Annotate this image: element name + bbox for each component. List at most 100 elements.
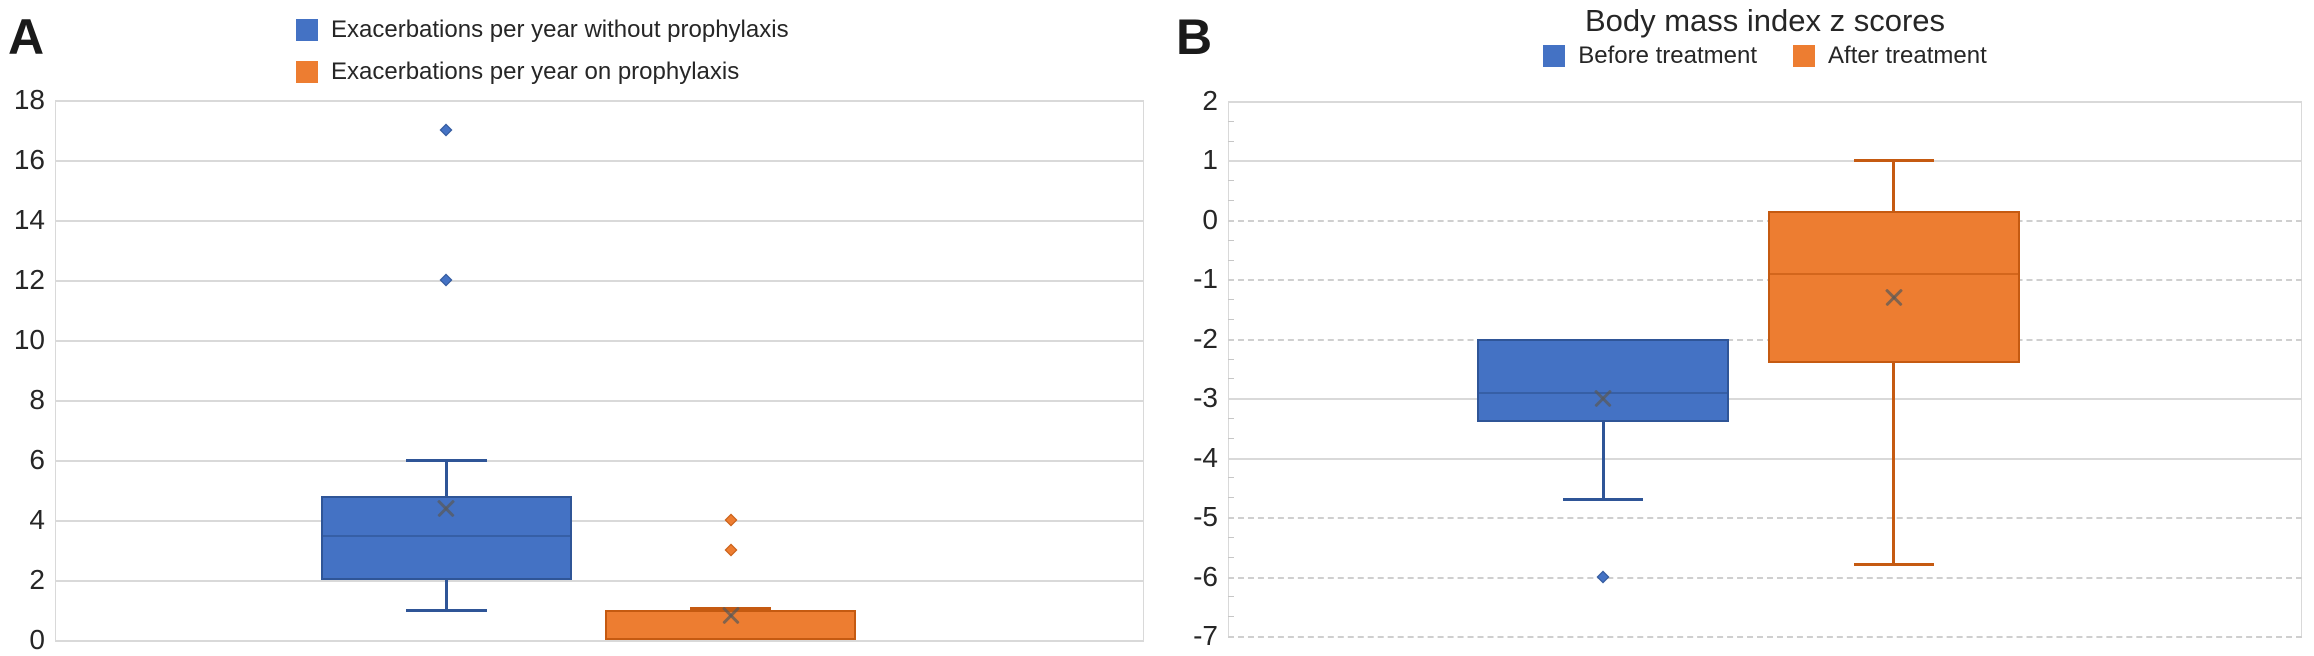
median-line (1768, 273, 2020, 276)
y-minor-tick (1228, 299, 1234, 301)
whisker-high-cap (690, 607, 771, 610)
whisker-high-line (444, 460, 448, 496)
y-tick-label: 0 (29, 624, 45, 655)
legend-swatch-orange (1793, 44, 1816, 67)
gridline-y-1 (1228, 160, 2302, 163)
y-minor-tick (1228, 239, 1234, 241)
y-tick-label: 12 (13, 264, 45, 295)
y-minor-tick (1228, 378, 1234, 380)
box-blue (1477, 338, 1729, 422)
outlier-point (440, 273, 453, 287)
legend-item-on-prophylaxis: Exacerbations per year on prophylaxis (296, 56, 789, 87)
y-tick-label: -4 (1193, 441, 1218, 473)
whisker-high-cap (1853, 158, 1935, 162)
legend-label: After treatment (1828, 42, 1987, 69)
y-tick-label: 1 (1202, 144, 1218, 176)
median-line (604, 610, 856, 612)
y-tick-label: 6 (29, 444, 45, 475)
y-minor-tick (1228, 120, 1234, 122)
gridline-y--4 (1228, 457, 2302, 460)
y-minor-tick (1228, 140, 1234, 142)
gridline-y--3 (1228, 398, 2302, 401)
gridline-y-12 (55, 280, 1144, 282)
plot-right-border (1143, 100, 1144, 640)
plot-left-border (55, 100, 56, 640)
gridline-y-10 (55, 340, 1144, 342)
panel-b-plot: 2 1 0 -1 -2 -3 -4 -5 -6 -7 (1193, 87, 2302, 650)
gridline-y--5 (1228, 517, 2302, 520)
y-minor-tick (1228, 616, 1234, 618)
y-tick-label: 16 (13, 144, 45, 175)
outlier-point (1596, 570, 1610, 583)
gridline-y-18 (55, 100, 1144, 102)
panel-a-label: A (8, 9, 45, 65)
legend-item-without-prophylaxis: Exacerbations per year without prophylax… (296, 14, 789, 45)
whisker-low-cap (406, 608, 487, 612)
whisker-high-cap (406, 458, 487, 462)
y-minor-tick (1228, 200, 1234, 202)
y-tick-label: 0 (1202, 203, 1218, 235)
whisker-low-line (1892, 362, 1896, 565)
y-minor-tick (1228, 556, 1234, 558)
mean-marker (435, 497, 457, 519)
y-minor-tick (1228, 536, 1234, 538)
median-line (320, 535, 572, 537)
mean-marker (1592, 387, 1614, 409)
mean-marker (720, 604, 742, 626)
y-tick-label: 4 (29, 504, 45, 535)
gridline-y-14 (55, 220, 1144, 222)
plot-right-border (2301, 101, 2302, 636)
y-tick-label: 18 (13, 84, 45, 115)
y-tick-label: -2 (1193, 322, 1218, 354)
gridline-y-4 (55, 520, 1144, 522)
gridline-y-2 (1228, 101, 2302, 103)
y-tick-label: -1 (1193, 263, 1218, 295)
legend-swatch-orange (296, 60, 318, 83)
y-minor-tick (1228, 180, 1234, 182)
gridline-y-6 (55, 460, 1144, 462)
legend-label: Exacerbations per year without prophylax… (331, 16, 789, 43)
outlier-point (440, 123, 453, 137)
legend-label: Exacerbations per year on prophylaxis (331, 58, 740, 86)
gridline-y--7 (1228, 636, 2302, 638)
panel-b-label: B (1176, 9, 1213, 65)
y-minor-tick (1228, 497, 1234, 499)
legend-swatch-blue (296, 18, 318, 41)
gridline-y-8 (55, 400, 1144, 402)
y-tick-label: 8 (29, 384, 45, 415)
y-tick-label: 14 (13, 204, 45, 235)
panel-a-legend: Exacerbations per year without prophylax… (296, 14, 789, 87)
outlier-point (724, 513, 737, 527)
whisker-low-line (1601, 422, 1605, 500)
gridline-y--2 (1228, 338, 2302, 341)
plot-left-border (1228, 101, 1229, 636)
median-line (1477, 392, 1729, 395)
y-minor-tick (1228, 318, 1234, 320)
gridline-y-16 (55, 160, 1144, 162)
legend-label: Before treatment (1578, 42, 1758, 69)
whisker-low-cap (1562, 497, 1644, 501)
legend-item-after-treatment: After treatment (1793, 40, 1987, 71)
gridline-y--6 (1228, 576, 2302, 579)
panel-b-legend: Before treatment After treatment (1228, 40, 2302, 71)
y-tick-label: 10 (13, 324, 45, 355)
y-minor-tick (1228, 259, 1234, 261)
y-tick-label: -3 (1193, 382, 1218, 414)
y-minor-tick (1228, 596, 1234, 598)
y-tick-label: 2 (29, 564, 45, 595)
y-minor-tick (1228, 437, 1234, 439)
legend-item-before-treatment: Before treatment (1543, 40, 1757, 71)
gridline-y-0 (1228, 219, 2302, 222)
box-orange (1768, 210, 2020, 363)
mean-marker (1883, 286, 1905, 308)
whisker-low-cap (1853, 563, 1935, 567)
whisker-low-line (444, 580, 448, 610)
y-minor-tick (1228, 358, 1234, 360)
whisker-high-line (1892, 160, 1896, 211)
gridline-y-0 (55, 640, 1144, 642)
y-tick-label: -7 (1193, 620, 1218, 651)
y-minor-tick (1228, 477, 1234, 479)
y-minor-tick (1228, 418, 1234, 420)
y-tick-label: -5 (1193, 501, 1218, 533)
